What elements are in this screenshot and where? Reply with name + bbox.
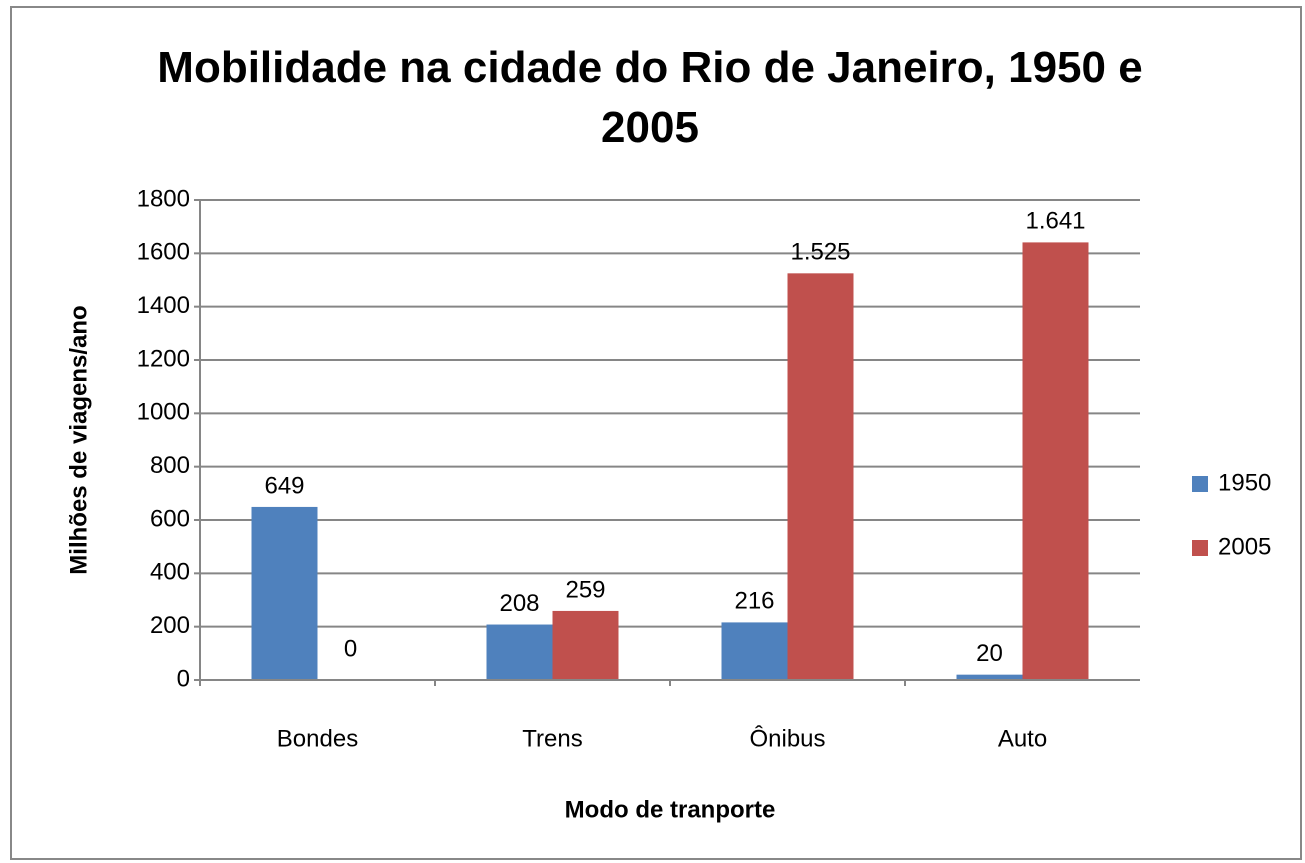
y-tick-label: 600: [150, 505, 190, 532]
y-tick-label: 800: [150, 452, 190, 479]
y-tick-label: 1000: [137, 399, 190, 426]
y-axis-label: Milhões de viagens/ano: [65, 305, 92, 574]
x-axis-label: Modo de tranporte: [565, 796, 776, 823]
data-label: 208: [499, 590, 539, 617]
data-label: 20: [976, 640, 1003, 667]
legend-label: 1950: [1218, 469, 1271, 496]
data-label: 216: [734, 588, 774, 615]
chart-title: Mobilidade na cidade do Rio de Janeiro, …: [157, 43, 1143, 152]
bar: [552, 610, 619, 680]
x-tick-label: Trens: [522, 725, 582, 752]
bar: [956, 674, 1023, 680]
x-tick-label: Auto: [998, 725, 1047, 752]
data-label: 1.641: [1025, 208, 1085, 235]
y-tick-label: 200: [150, 612, 190, 639]
x-tick-label: Ônibus: [749, 724, 825, 752]
y-tick-label: 1400: [137, 292, 190, 319]
data-label: 0: [344, 635, 357, 662]
data-label: 259: [565, 576, 605, 603]
bar: [251, 506, 318, 680]
bar: [787, 273, 854, 680]
x-tick-label: Bondes: [277, 725, 358, 752]
bar: [486, 624, 553, 680]
y-tick-label: 1600: [137, 239, 190, 266]
bar: [721, 622, 788, 680]
legend-swatch: [1192, 540, 1208, 556]
y-tick-label: 400: [150, 559, 190, 586]
legend-label: 2005: [1218, 533, 1271, 560]
y-tick-label: 1800: [137, 185, 190, 212]
data-label: 649: [264, 472, 304, 499]
y-tick-label: 0: [177, 665, 190, 692]
legend-swatch: [1192, 476, 1208, 492]
y-tick-label: 1200: [137, 345, 190, 372]
bar: [1022, 242, 1089, 680]
data-label: 1.525: [790, 239, 850, 266]
